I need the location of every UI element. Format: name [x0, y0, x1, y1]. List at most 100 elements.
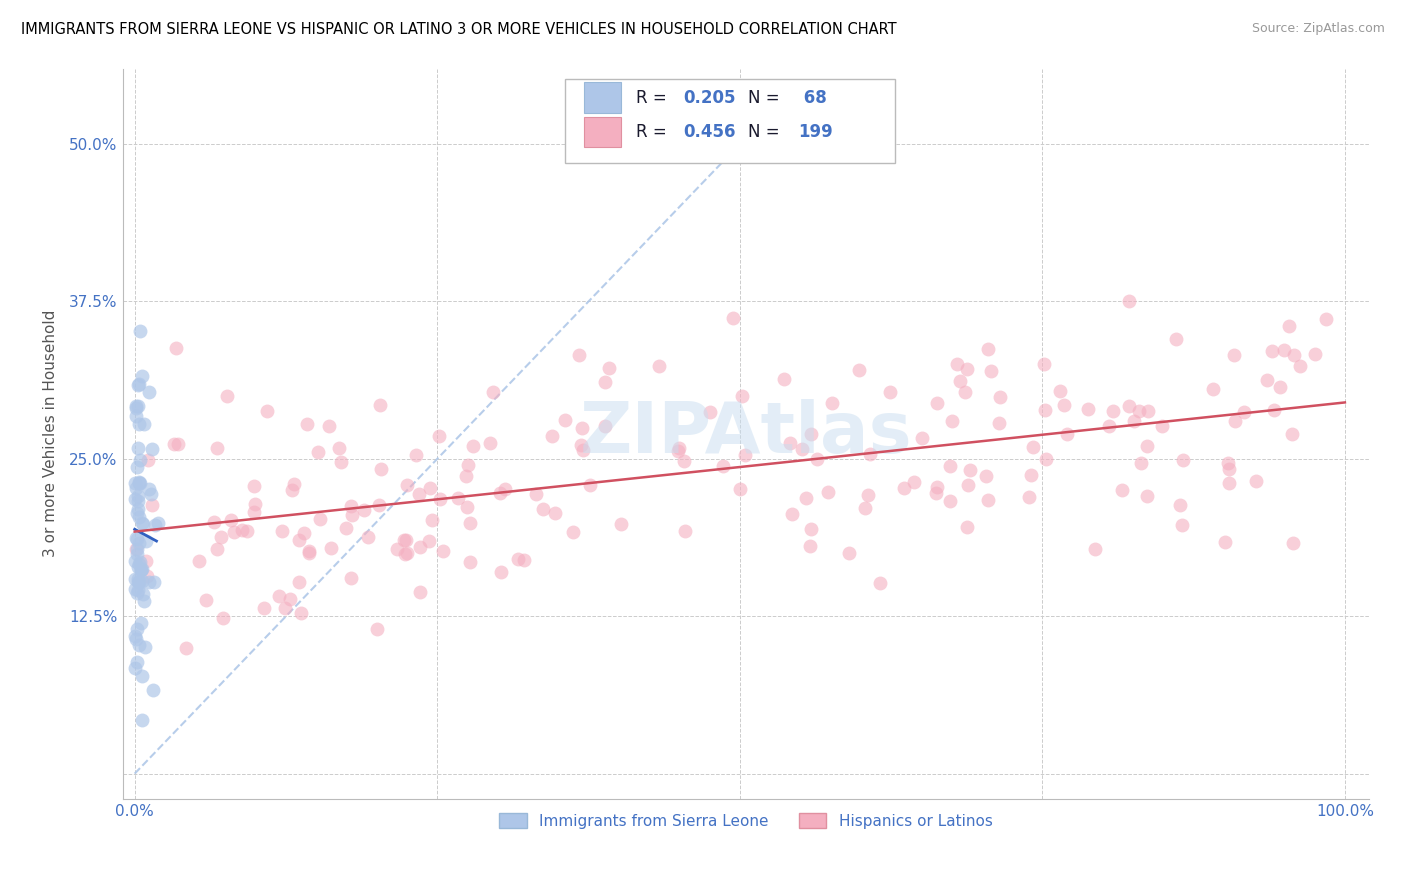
Point — [571, 421, 593, 435]
Point — [1122, 414, 1144, 428]
Text: ZIPAtlas: ZIPAtlas — [579, 400, 912, 468]
Point — [595, 375, 617, 389]
Point — [127, 559, 149, 574]
Text: IMMIGRANTS FROM SIERRA LEONE VS HISPANIC OR LATINO 3 OR MORE VEHICLES IN HOUSEHO: IMMIGRANTS FROM SIERRA LEONE VS HISPANIC… — [21, 22, 897, 37]
Point — [128, 324, 150, 338]
Point — [128, 417, 150, 431]
Point — [215, 389, 238, 403]
Point — [408, 487, 430, 501]
Point — [1202, 382, 1225, 396]
Point — [711, 459, 734, 474]
Point — [1111, 483, 1133, 497]
Point — [939, 458, 962, 473]
Point — [1315, 312, 1337, 326]
Point — [668, 442, 690, 456]
Point — [205, 542, 228, 557]
Point — [366, 622, 388, 636]
Point — [568, 348, 591, 362]
Point — [734, 448, 756, 462]
Point — [142, 682, 165, 697]
Point — [127, 441, 149, 455]
Point — [927, 480, 949, 494]
Point — [131, 669, 153, 683]
Point — [799, 539, 821, 553]
Point — [385, 542, 408, 557]
Point — [910, 431, 932, 445]
Point — [128, 574, 150, 589]
Point — [128, 557, 150, 571]
Point — [174, 640, 197, 655]
Point — [243, 479, 266, 493]
Point — [321, 541, 343, 555]
Point — [1244, 474, 1267, 488]
Point — [728, 483, 751, 497]
Point — [132, 516, 155, 531]
Point — [273, 600, 295, 615]
Point — [307, 445, 329, 459]
Point — [353, 503, 375, 517]
Point — [1032, 357, 1054, 371]
Point — [1137, 404, 1160, 418]
Point — [988, 391, 1011, 405]
Point — [243, 505, 266, 519]
Point — [138, 575, 160, 590]
Point — [146, 516, 169, 530]
Text: R =: R = — [636, 123, 672, 141]
Point — [1084, 542, 1107, 557]
Point — [395, 478, 418, 492]
Point — [128, 509, 150, 524]
Point — [271, 524, 294, 539]
Point — [447, 491, 470, 505]
Point — [127, 583, 149, 598]
Point — [1118, 293, 1140, 308]
Point — [1098, 418, 1121, 433]
Point — [308, 512, 330, 526]
Point — [330, 455, 353, 469]
Point — [721, 311, 744, 326]
Point — [458, 516, 481, 530]
Point — [1053, 398, 1076, 412]
Point — [1118, 400, 1140, 414]
Point — [869, 576, 891, 591]
Text: 199: 199 — [799, 123, 832, 141]
FancyBboxPatch shape — [565, 79, 896, 163]
Point — [1216, 456, 1239, 470]
Point — [281, 483, 304, 497]
Point — [368, 398, 391, 412]
Point — [838, 546, 860, 560]
Point — [125, 401, 148, 416]
Point — [543, 506, 565, 520]
Point — [1233, 405, 1256, 419]
Point — [1129, 456, 1152, 470]
Point — [821, 396, 844, 410]
Point — [432, 543, 454, 558]
Point — [136, 452, 159, 467]
Point — [792, 442, 814, 456]
Text: N =: N = — [748, 123, 785, 141]
Point — [1171, 453, 1194, 467]
Point — [1281, 535, 1303, 549]
Point — [132, 417, 155, 432]
Point — [1289, 359, 1312, 373]
Point — [127, 572, 149, 586]
Point — [125, 655, 148, 669]
Point — [129, 555, 152, 569]
Point — [800, 522, 823, 536]
Point — [128, 475, 150, 490]
Point — [131, 516, 153, 530]
Text: Source: ZipAtlas.com: Source: ZipAtlas.com — [1251, 22, 1385, 36]
Point — [1303, 347, 1326, 361]
Point — [134, 640, 156, 655]
Point — [124, 554, 146, 568]
Point — [806, 452, 828, 467]
Point — [136, 568, 159, 582]
Point — [318, 419, 340, 434]
Point — [253, 601, 276, 615]
Point — [128, 475, 150, 490]
Point — [202, 516, 225, 530]
Point — [267, 589, 290, 603]
Point — [648, 359, 671, 373]
Point — [125, 622, 148, 636]
Point — [129, 616, 152, 631]
Point — [977, 342, 1000, 356]
